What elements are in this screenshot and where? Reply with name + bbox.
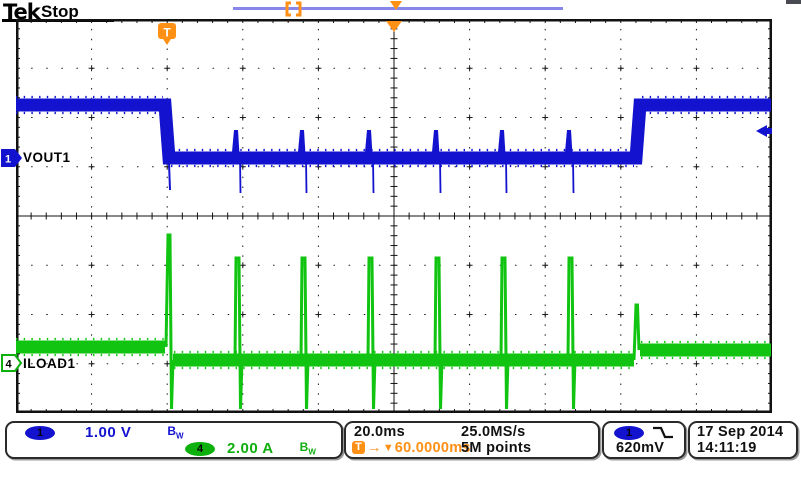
ch4-readout: 4 2.00 A BW	[185, 440, 316, 457]
ch4-label: ILOAD1	[23, 356, 76, 371]
datetime-box: 17 Sep 2014 14:11:19	[688, 421, 798, 459]
ch4-scale: 2.00 A	[227, 440, 274, 457]
ch4-position-marker: 4	[1, 354, 23, 372]
ch4-badge: 4	[185, 441, 215, 456]
svg-text:4: 4	[5, 359, 12, 371]
time: 14:11:19	[697, 439, 757, 456]
record-trigger-position-icon	[390, 1, 402, 10]
svg-text:1: 1	[5, 154, 11, 166]
date: 17 Sep 2014	[697, 423, 784, 440]
corner-sliver	[786, 0, 801, 4]
horizontal-readout-box: 20.0ms 25.0MS/s T → ▼ 60.0000ms 5M point…	[344, 421, 600, 459]
waveform-display: T	[15, 18, 773, 414]
ch1-bandwidth-icon: BW	[167, 424, 184, 441]
trigger-level: 620mV	[616, 439, 665, 456]
ch1-badge: 1	[25, 425, 55, 440]
record-length: 5M points	[461, 439, 532, 456]
delay-marker-icon: ▼	[382, 441, 394, 454]
trigger-flag-icon: T	[352, 441, 365, 454]
ch1-position-marker: 1	[1, 149, 22, 167]
delay-arrow-icon: →	[367, 439, 382, 456]
window-brackets-icon	[285, 1, 302, 17]
ch4-bandwidth-icon: BW	[299, 440, 316, 457]
ch1-label: VOUT1	[23, 150, 71, 165]
channel-readout-box: 1 1.00 V BW 4 2.00 A BW	[5, 421, 343, 459]
ch1-readout: 1 1.00 V BW	[25, 424, 184, 441]
graticule: T	[15, 18, 773, 414]
trigger-position-flag: T	[163, 26, 171, 40]
trigger-slope-icon	[653, 426, 673, 439]
delay-readout: T → ▼ 60.0000ms	[352, 439, 471, 456]
trigger-source-badge: 1	[614, 425, 644, 440]
ch1-scale: 1.00 V	[85, 424, 132, 441]
delay-value: 60.0000ms	[394, 439, 471, 456]
acquisition-status: Stop	[41, 2, 79, 21]
trigger-readout-box: 1 620mV	[602, 421, 686, 459]
sample-rate: 25.0MS/s	[461, 423, 526, 440]
trigger-source-row: 1	[614, 425, 674, 440]
timebase: 20.0ms	[354, 423, 405, 440]
